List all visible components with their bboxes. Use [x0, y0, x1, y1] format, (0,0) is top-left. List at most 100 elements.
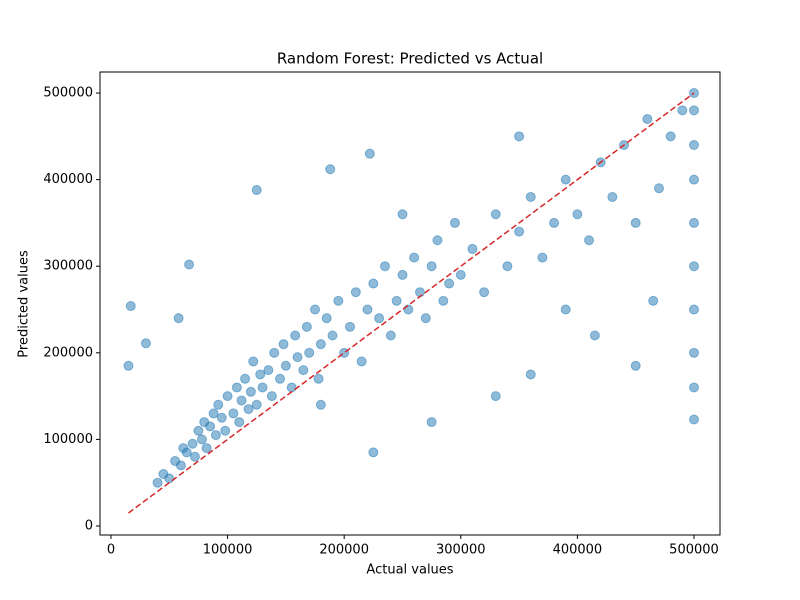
point [688, 174, 699, 185]
point [251, 185, 262, 196]
chart-title: Random Forest: Predicted vs Actual [277, 50, 543, 68]
point [455, 269, 466, 280]
point [409, 252, 420, 263]
point [251, 399, 262, 410]
point [313, 373, 324, 384]
point [278, 339, 289, 350]
x-tick-label: 500000 [669, 543, 719, 558]
point [173, 313, 184, 324]
point [263, 365, 274, 376]
point [255, 369, 266, 380]
point [310, 304, 321, 315]
point [193, 425, 204, 436]
point [140, 338, 151, 349]
point [374, 313, 385, 324]
point [449, 217, 460, 228]
point [426, 417, 437, 428]
point [210, 430, 221, 441]
point [630, 217, 641, 228]
point [368, 278, 379, 289]
point [248, 356, 259, 367]
point [350, 287, 361, 298]
point [298, 365, 309, 376]
point [196, 434, 207, 445]
point [208, 408, 219, 419]
point [231, 382, 242, 393]
point [688, 304, 699, 315]
y-tick-label: 100000 [43, 432, 93, 447]
point [379, 261, 390, 272]
point [222, 391, 233, 402]
point [490, 209, 501, 220]
point [205, 421, 216, 432]
point [589, 330, 600, 341]
point [123, 360, 134, 371]
y-tick-label: 400000 [43, 172, 93, 187]
point [479, 287, 490, 298]
point [280, 360, 291, 371]
point [125, 301, 136, 312]
point [345, 321, 356, 332]
point [175, 460, 186, 471]
point [525, 191, 536, 202]
point [467, 243, 478, 254]
point [290, 330, 301, 341]
point [243, 404, 254, 415]
point [275, 373, 286, 384]
point [654, 183, 665, 194]
y-tick-label: 300000 [43, 259, 93, 274]
x-tick-label: 0 [107, 543, 115, 558]
plot-frame [99, 71, 721, 536]
point [688, 217, 699, 228]
x-tick-label: 200000 [319, 543, 369, 558]
point [321, 313, 332, 324]
point [525, 369, 536, 380]
point [688, 139, 699, 150]
y-tick-label: 200000 [43, 345, 93, 360]
point [607, 191, 618, 202]
point [414, 287, 425, 298]
point [292, 352, 303, 363]
point [333, 295, 344, 306]
point [688, 105, 699, 116]
point [514, 131, 525, 142]
point [184, 259, 195, 270]
point [630, 360, 641, 371]
point [397, 269, 408, 280]
y-axis-label: Predicted values [17, 250, 32, 358]
point [364, 148, 375, 159]
x-tick-label: 400000 [553, 543, 603, 558]
point [537, 252, 548, 263]
point [234, 417, 245, 428]
point [514, 226, 525, 237]
point [584, 235, 595, 246]
point [269, 347, 280, 358]
x-axis-label: Actual values [366, 563, 453, 578]
point [560, 304, 571, 315]
point [490, 391, 501, 402]
point [286, 382, 297, 393]
point [236, 395, 247, 406]
point [213, 399, 224, 410]
point [240, 373, 251, 384]
point [152, 477, 163, 488]
point [677, 105, 688, 116]
point [432, 235, 443, 246]
point [572, 209, 583, 220]
point [216, 412, 227, 423]
point [665, 131, 676, 142]
point [315, 399, 326, 410]
point [181, 447, 192, 458]
reference-line [128, 92, 695, 514]
point [560, 174, 571, 185]
point [187, 438, 198, 449]
x-tick-label: 300000 [436, 543, 486, 558]
point [362, 304, 373, 315]
x-tick-label: 100000 [203, 543, 253, 558]
point [688, 261, 699, 272]
point [245, 386, 256, 397]
point [502, 261, 513, 272]
point [201, 443, 212, 454]
point [228, 408, 239, 419]
